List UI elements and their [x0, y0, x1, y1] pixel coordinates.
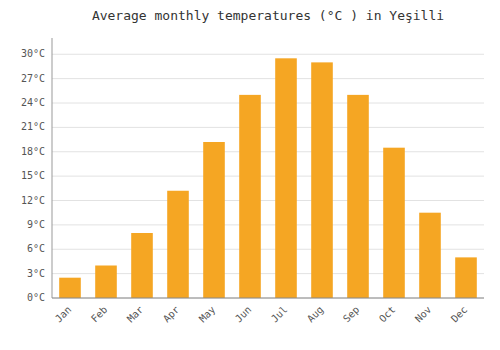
x-tick-label: Feb	[89, 304, 110, 325]
x-tick-label: Nov	[413, 304, 434, 325]
bar	[239, 95, 261, 298]
y-tick-label: 6°C	[27, 243, 45, 254]
bars	[59, 58, 477, 298]
x-tick-label: Jun	[233, 304, 254, 325]
grid-line	[52, 127, 484, 128]
grid-line	[52, 151, 484, 152]
y-tick-label: 15°C	[21, 170, 45, 181]
y-grid	[52, 54, 484, 298]
y-tick-label: 30°C	[21, 48, 45, 59]
bar	[203, 142, 225, 298]
bar	[167, 191, 189, 298]
chart-svg: 0°C 3°C 6°C 9°C 12°C 15°C 18°C 21°C 24°C 27°C 30°C…	[0, 0, 500, 350]
grid-line	[52, 103, 484, 104]
x-tick-label: Mar	[125, 304, 146, 325]
x-tick-label: May	[197, 304, 218, 325]
x-tick-label: Jan	[53, 304, 74, 325]
bar	[95, 266, 117, 299]
bar	[131, 233, 153, 298]
x-tick-label: Oct	[377, 304, 398, 325]
title: Average monthly temperatures (°C ) in Ye…	[92, 8, 444, 23]
y-tick-label: 12°C	[21, 195, 45, 206]
y-tick-labels: 0°C 3°C 6°C 9°C 12°C 15°C 18°C 21°C 24°C 27°C 30°C	[21, 48, 45, 303]
x-tick-labels: Jan Feb Mar Apr May Jun Jul Aug Sep Oct Nov Dec	[53, 304, 470, 325]
bar	[383, 148, 405, 298]
grid-line	[52, 54, 484, 55]
bar	[275, 58, 297, 298]
y-tick-label: 21°C	[21, 121, 45, 132]
chart-container: 0°C 3°C 6°C 9°C 12°C 15°C 18°C 21°C 24°C 27°C 30°C…	[0, 0, 500, 350]
x-axis-line	[52, 298, 484, 299]
bar	[311, 62, 333, 298]
bar	[347, 95, 369, 298]
grid-line	[52, 200, 484, 201]
bar	[59, 278, 81, 298]
x-tick-label: Dec	[449, 304, 470, 325]
bar	[455, 257, 477, 298]
y-tick-label: 18°C	[21, 146, 45, 157]
x-tick-label: Aug	[305, 304, 326, 325]
y-tick-label: 27°C	[21, 73, 45, 84]
x-tick-label: Apr	[161, 304, 182, 325]
page: {"chart_data": {"type": "bar", "title": …	[0, 0, 500, 350]
y-axis-line	[52, 38, 53, 298]
grid-line	[52, 78, 484, 79]
y-tick-label: 0°C	[27, 292, 45, 303]
grid-line	[52, 176, 484, 177]
y-tick-label: 3°C	[27, 268, 45, 279]
grid-line	[52, 298, 484, 299]
y-tick-label: 24°C	[21, 97, 45, 108]
y-tick-label: 9°C	[27, 219, 45, 230]
x-tick-label: Sep	[341, 304, 362, 325]
bar	[419, 213, 441, 298]
x-tick-label: Jul	[269, 304, 290, 325]
